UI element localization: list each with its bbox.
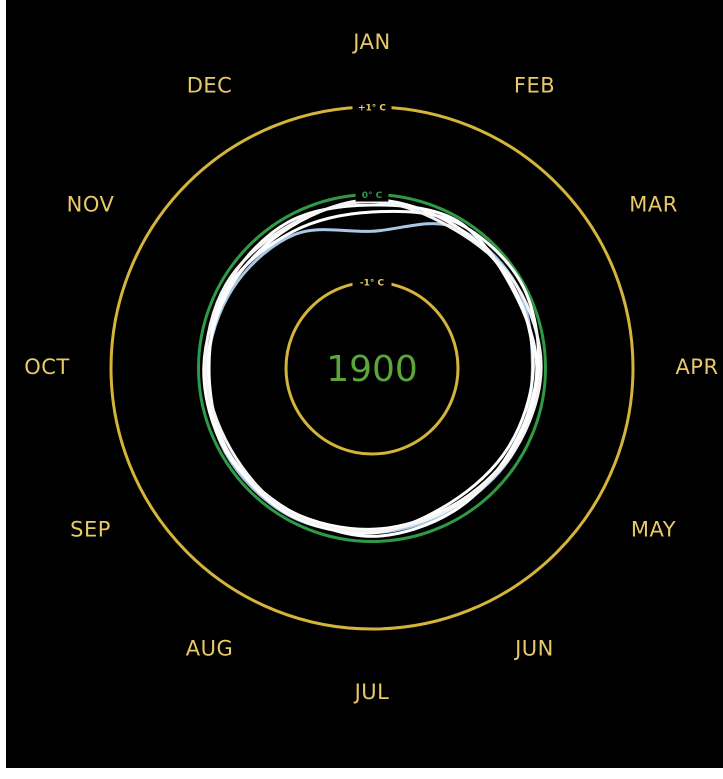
month-label-jan: JAN [351, 30, 390, 54]
month-label-nov: NOV [67, 193, 115, 217]
month-label-apr: APR [675, 355, 718, 379]
ring-label-backdrop-2 [352, 275, 392, 289]
ring-label-backdrop-0 [352, 100, 392, 114]
ring-label-0: +1° C [358, 104, 386, 114]
series-line-4 [203, 199, 543, 533]
series-layer [202, 198, 543, 538]
year-label: 1900 [326, 349, 418, 390]
month-label-sep: SEP [70, 518, 111, 542]
month-label-oct: OCT [24, 355, 70, 379]
month-label-jun: JUN [513, 637, 554, 661]
ring-label-backdrop-1 [355, 187, 389, 202]
month-label-dec: DEC [187, 74, 233, 98]
series-line-3 [202, 209, 541, 531]
month-label-feb: FEB [514, 74, 555, 98]
ring-label-1: 0° C [362, 191, 383, 201]
series-line-2 [207, 203, 539, 538]
series-line-1 [205, 198, 535, 535]
ring-label-2: -1° C [360, 279, 385, 289]
month-label-jul: JUL [353, 680, 390, 704]
month-label-mar: MAR [629, 193, 678, 217]
month-label-may: MAY [631, 518, 676, 542]
month-labels-layer: JAN FEB MAR APR MAY JUN JUL AUG SEP OCT NOV DEC [24, 30, 718, 704]
month-label-aug: AUG [186, 637, 234, 661]
ring-labels-layer: +1° C 0° C -1° C [352, 100, 392, 289]
climate-spiral-chart: +1° C 0° C -1° C JAN FEB MAR APR MAY JUN JUL AUG S… [24, 30, 718, 704]
chart-panel: +1° C 0° C -1° C JAN FEB MAR APR MAY JUN JUL AUG S… [6, 0, 723, 768]
